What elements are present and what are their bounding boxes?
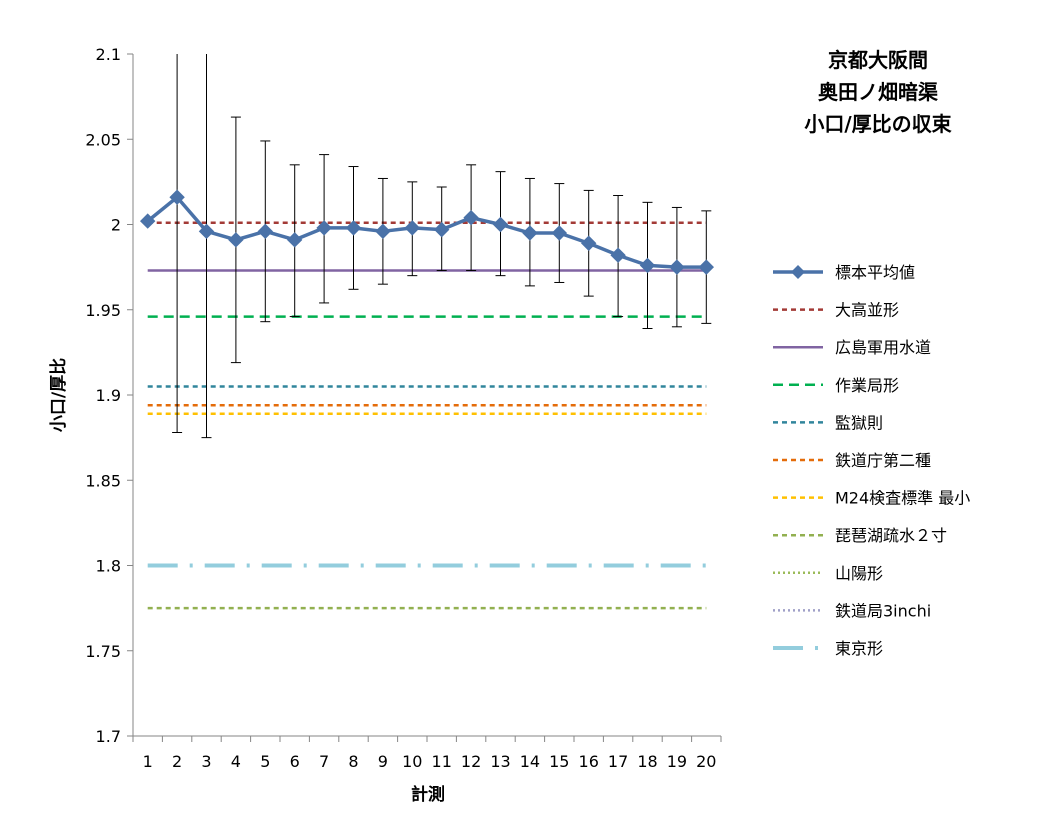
legend-label: 鉄道局3inchi — [835, 601, 931, 620]
mean-point — [463, 209, 479, 226]
mean-point — [286, 232, 303, 248]
x-tick-label: 13 — [490, 752, 510, 771]
mean-point — [404, 220, 421, 236]
x-tick-label: 14 — [520, 752, 540, 771]
mean-point — [433, 221, 450, 238]
mean-point — [139, 213, 156, 229]
mean-point — [375, 223, 391, 240]
x-tick-label: 7 — [319, 752, 329, 771]
legend-label: 監獄則 — [835, 413, 883, 432]
y-tick-label: 2 — [111, 216, 121, 235]
legend-label: 鉄道庁第二種 — [835, 451, 931, 470]
mean-point — [492, 216, 509, 233]
chart-title-line-3: 小口/厚比の収束 — [804, 112, 952, 136]
mean-point — [522, 225, 538, 241]
legend-label: 琵琶湖疏水２寸 — [835, 526, 947, 545]
mean-point — [639, 257, 656, 274]
x-tick-label: 20 — [696, 752, 716, 771]
y-tick-label: 1.9 — [96, 386, 121, 405]
x-tick-label: 6 — [290, 752, 300, 771]
x-tick-label: 12 — [461, 752, 481, 771]
y-tick-label: 2.1 — [96, 45, 121, 64]
y-tick-label: 1.7 — [96, 727, 121, 746]
y-tick-label: 1.8 — [96, 557, 121, 576]
x-tick-label: 5 — [260, 752, 270, 771]
x-tick-label: 8 — [348, 752, 358, 771]
mean-point — [698, 259, 715, 275]
error-bars — [172, 54, 712, 439]
x-tick-label: 2 — [172, 752, 182, 771]
x-tick-label: 1 — [143, 752, 153, 771]
y-tick-label: 1.85 — [85, 471, 121, 490]
y-tick-label: 1.95 — [85, 301, 121, 320]
y-tick-label: 1.75 — [85, 642, 121, 661]
mean-point — [316, 220, 332, 236]
chart-title-line-1: 京都大阪間 — [828, 48, 928, 72]
mean-point — [169, 189, 185, 205]
legend-label: 大高並形 — [835, 301, 899, 320]
x-tick-label: 11 — [432, 752, 452, 771]
x-tick-label: 4 — [231, 752, 241, 771]
legend-label: 作業局形 — [835, 376, 899, 395]
legend-label: 山陽形 — [835, 564, 883, 583]
reference-lines — [147, 221, 707, 610]
legend-label: 東京形 — [835, 639, 883, 658]
mean-point — [551, 225, 568, 241]
x-tick-label: 3 — [201, 752, 211, 771]
x-tick-label: 16 — [579, 752, 599, 771]
mean-point — [580, 235, 597, 251]
x-tick-label: 9 — [378, 752, 388, 771]
mean-series — [139, 189, 715, 275]
mean-point — [257, 223, 274, 240]
x-tick-label: 10 — [402, 752, 422, 771]
legend-label: M24検査標準 最小 — [835, 489, 970, 508]
x-tick-label: 18 — [637, 752, 657, 771]
mean-point — [198, 223, 215, 240]
mean-point — [228, 232, 244, 248]
mean-point — [345, 220, 362, 236]
mean-point — [669, 259, 685, 275]
legend-swatch-marker — [791, 265, 805, 279]
legend-label: 標本平均値 — [835, 263, 915, 282]
x-tick-label: 17 — [608, 752, 628, 771]
legend-label: 広島軍用水道 — [835, 338, 931, 357]
mean-point — [610, 247, 626, 263]
y-tick-label: 2.05 — [85, 130, 121, 149]
y-axis-title: 小口/厚比 — [48, 358, 69, 432]
chart-title: 京都大阪間 奥田ノ畑暗渠 小口/厚比の収束 — [804, 48, 952, 136]
chart-title-line-2: 奥田ノ畑暗渠 — [818, 80, 939, 104]
x-axis-title: 計測 — [411, 784, 445, 805]
x-tick-label: 15 — [549, 752, 569, 771]
x-tick-label: 19 — [667, 752, 687, 771]
